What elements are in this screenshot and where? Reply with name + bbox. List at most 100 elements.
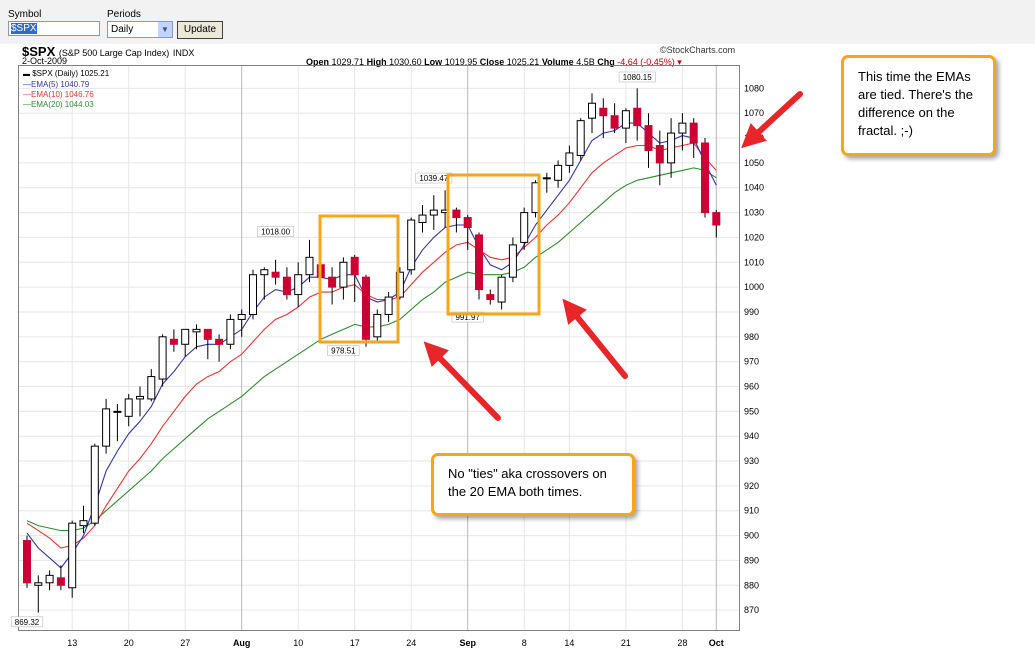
candle-body (701, 142, 709, 214)
candle-body (689, 122, 698, 144)
x-tick-label: 20 (124, 638, 134, 648)
y-tick-label: 1050 (744, 158, 764, 168)
y-tick-label: 1000 (744, 282, 764, 292)
update-button[interactable]: Update (177, 21, 223, 39)
candle-body (158, 336, 167, 380)
candle-body (215, 338, 224, 345)
candle-body (554, 164, 563, 181)
candle-body (407, 219, 416, 271)
legend-price: ▬ $SPX (Daily) 1025.21 (23, 69, 109, 80)
x-tick-label: 28 (677, 638, 687, 648)
symbol-input[interactable]: $SPX (8, 21, 100, 36)
candle-body (384, 296, 393, 315)
legend-ema5-label: EMA(5) 1040.79 (31, 80, 90, 89)
arrow-to-sep-box (562, 298, 628, 379)
candle-body (249, 274, 257, 315)
value-label: 991.97 (455, 313, 480, 322)
volume-value: 4.5B (576, 57, 595, 67)
candle-body (621, 110, 630, 129)
y-tick-label: 870 (744, 605, 759, 615)
candle-body (655, 145, 664, 164)
chevron-down-icon[interactable]: ▼ (158, 22, 172, 37)
periods-select-value: Daily (111, 24, 134, 35)
candle-body (475, 234, 483, 291)
symbol-label: Symbol (8, 9, 42, 20)
candle-body (565, 152, 574, 166)
callout-no-ties: No "ties" aka crossovers on the 20 EMA b… (431, 453, 635, 516)
candle-body (520, 212, 529, 243)
open-value: 1029.71 (331, 57, 365, 67)
candle-body (633, 107, 642, 127)
legend-ema10-label: EMA(10) 1046.76 (31, 90, 94, 99)
symbol-input-value: $SPX (11, 23, 37, 34)
value-label-box (327, 345, 360, 356)
candle-body (34, 582, 43, 586)
legend-candle-icon: ▬ (23, 71, 30, 78)
candle-body (328, 276, 337, 288)
quote-summary: Open 1029.71 High 1030.60 Low 1019.95 Cl… (306, 57, 682, 68)
candle-body (56, 577, 65, 586)
value-label: 1018.00 (261, 227, 290, 236)
candle-body (429, 209, 438, 216)
x-tick-label: 24 (406, 638, 416, 648)
candle-body (508, 244, 517, 278)
value-label: 869.32 (15, 618, 40, 627)
candle-body (79, 520, 88, 527)
candle-body (271, 271, 280, 278)
legend-ema20-label: EMA(20) 1044.03 (31, 100, 94, 109)
y-tick-label: 900 (744, 531, 759, 541)
periods-label: Periods (107, 9, 141, 20)
x-tick-label: Aug (233, 638, 251, 648)
x-tick-label: 13 (67, 638, 77, 648)
candle-body (113, 410, 122, 413)
chg-value: -4.64 (-0.45%) (617, 57, 675, 67)
y-tick-label: 1040 (744, 183, 764, 193)
candle-body (678, 122, 687, 134)
chart-panel (18, 65, 740, 631)
candle-body (576, 120, 585, 156)
top-control-bar: Symbol $SPX Periods Daily ▼ Update (0, 0, 1035, 44)
chart-symbol: $SPX (22, 44, 56, 59)
y-tick-label: 1080 (744, 83, 764, 93)
chg-down-icon: ▾ (677, 57, 682, 67)
y-tick-label: 890 (744, 555, 759, 565)
highlight-box-aug (318, 214, 400, 344)
x-tick-label: 17 (350, 638, 360, 648)
x-tick-label: 21 (621, 638, 631, 648)
y-tick-label: 910 (744, 506, 759, 516)
candle-body (147, 376, 156, 400)
x-tick-label: Oct (709, 638, 724, 648)
candle-body (226, 318, 235, 345)
callout-emas-tied: This time the EMAs are tied. There's the… (841, 55, 996, 156)
candle-body (350, 256, 359, 276)
candle-body (203, 328, 212, 340)
legend-price-label: $SPX (Daily) 1025.21 (32, 69, 110, 78)
high-label: High (366, 57, 387, 67)
x-tick-label: 10 (293, 638, 303, 648)
candle-body (463, 217, 472, 228)
arrow-to-emas-tied (741, 91, 803, 149)
candle-body (712, 212, 721, 226)
y-tick-label: 1020 (744, 232, 764, 242)
value-label-box (415, 172, 453, 184)
high-value: 1030.60 (389, 57, 422, 67)
candle-body (169, 338, 178, 345)
candle-body (362, 276, 370, 340)
value-label-box (257, 226, 295, 237)
value-label: 1080.15 (623, 73, 652, 82)
legend-ema20: —EMA(20) 1044.03 (23, 100, 94, 109)
candle-body (294, 274, 303, 296)
candle-body (542, 177, 551, 180)
close-label: Close (479, 57, 505, 67)
stockcharts-credit: ©StockCharts.com (660, 45, 736, 55)
candle-body (102, 408, 111, 447)
candle-body (644, 125, 653, 151)
candle-body (588, 102, 596, 119)
ema10-line (26, 142, 717, 549)
candle-body (599, 107, 608, 117)
periods-select[interactable]: Daily ▼ (107, 21, 173, 38)
candle-body (68, 522, 77, 589)
arrow-to-aug-box (423, 341, 501, 421)
candle-body (452, 209, 461, 219)
